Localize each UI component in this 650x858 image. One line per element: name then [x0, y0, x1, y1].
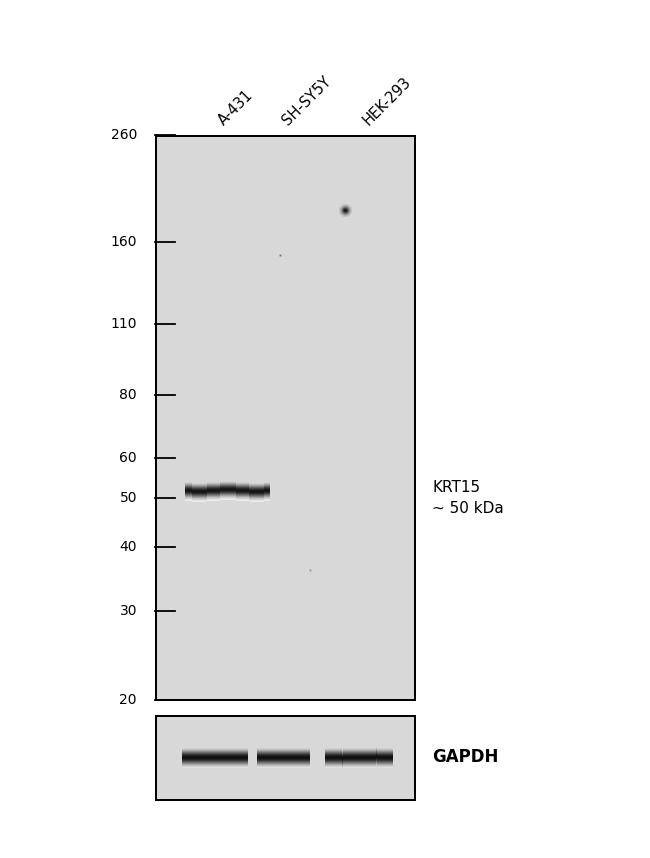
- Text: 40: 40: [120, 541, 137, 554]
- Text: 160: 160: [111, 235, 137, 249]
- Text: A-431: A-431: [215, 88, 255, 128]
- Text: 60: 60: [120, 451, 137, 465]
- Text: KRT15
~ 50 kDa: KRT15 ~ 50 kDa: [432, 480, 504, 517]
- Text: 30: 30: [120, 604, 137, 618]
- Text: 80: 80: [120, 388, 137, 402]
- Text: SH-SY5Y: SH-SY5Y: [280, 74, 335, 128]
- Text: 110: 110: [111, 317, 137, 331]
- Text: 260: 260: [111, 128, 137, 142]
- Text: GAPDH: GAPDH: [432, 748, 499, 766]
- Text: 20: 20: [120, 693, 137, 707]
- Text: HEK-293: HEK-293: [360, 74, 414, 128]
- Text: 50: 50: [120, 491, 137, 505]
